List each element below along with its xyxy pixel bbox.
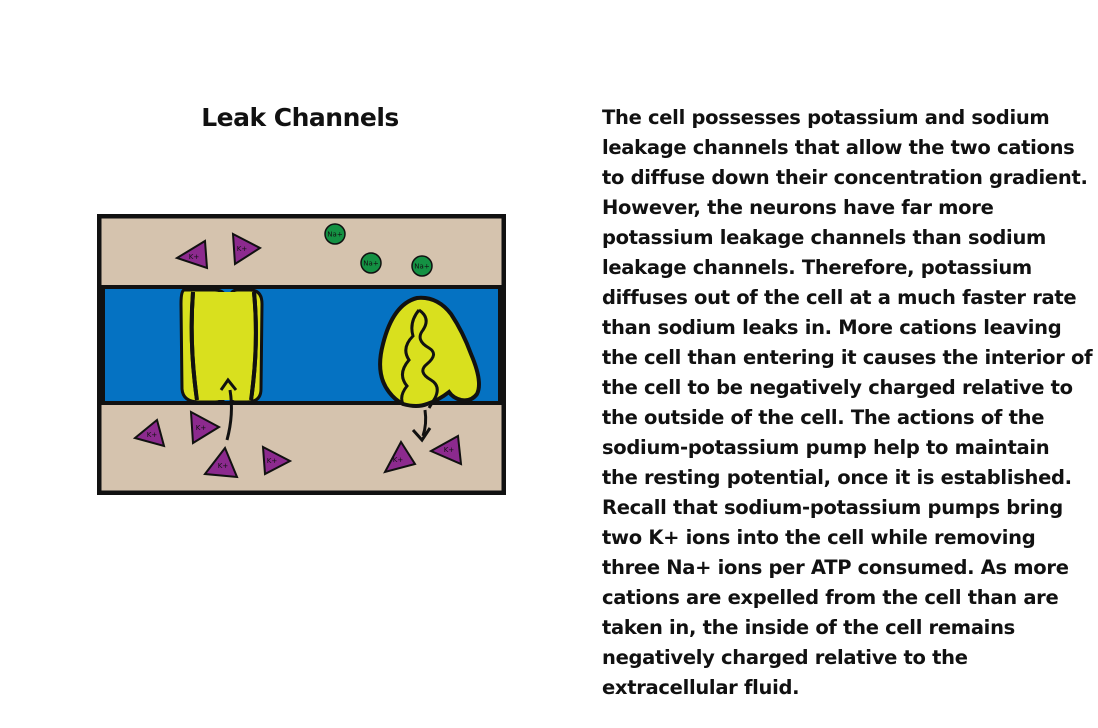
potassium-ion: K+: [132, 418, 166, 448]
description-text: The cell possesses potassium and sodium …: [602, 103, 1093, 703]
description-line: However, the neurons have far more: [602, 196, 994, 219]
svg-text:K+: K+: [444, 446, 455, 454]
description-line: the outside of the cell. The actions of …: [602, 406, 1045, 429]
description-line: sodium-potassium pump help to maintain: [602, 436, 1050, 459]
svg-text:Na+: Na+: [414, 263, 430, 271]
description-line: Recall that sodium-potassium pumps bring: [602, 496, 1063, 519]
sodium-ion: Na+: [360, 252, 382, 274]
potassium-ion: K+: [189, 410, 222, 445]
description-line: the cell to be negatively charged relati…: [602, 376, 1073, 399]
description-line: cations are expelled from the cell than …: [602, 586, 1059, 609]
svg-text:K+: K+: [393, 456, 404, 464]
description-line: leakage channels. Therefore, potassium: [602, 256, 1032, 279]
description-line: than sodium leaks in. More cations leavi…: [602, 316, 1062, 339]
description-line: negatively charged relative to the: [602, 646, 968, 669]
description-line: The cell possesses potassium and sodium: [602, 106, 1050, 129]
potassium-ion: K+: [203, 446, 239, 479]
svg-text:K+: K+: [147, 431, 158, 439]
potassium-ion: K+: [261, 445, 293, 476]
potassium-ion: K+: [428, 434, 463, 466]
svg-text:K+: K+: [267, 457, 278, 465]
svg-text:K+: K+: [196, 424, 207, 432]
svg-text:Na+: Na+: [363, 260, 379, 268]
description-line: potassium leakage channels than sodium: [602, 226, 1047, 249]
sodium-leak-channel: [378, 295, 481, 443]
svg-text:K+: K+: [218, 462, 229, 470]
description-line: to diffuse down their concentration grad…: [602, 166, 1088, 189]
description-line: two K+ ions into the cell while removing: [602, 526, 1036, 549]
description-line: the cell than entering it causes the int…: [602, 346, 1093, 369]
description-line: the resting potential, once it is establ…: [602, 466, 1072, 489]
description-line: diffuses out of the cell at a much faste…: [602, 286, 1077, 309]
sodium-ion: Na+: [324, 223, 346, 245]
leak-channel-diagram: Na+ Na+ Na+ K+ K+ K+ K+ K+ K+ K+ K+: [97, 214, 506, 495]
description-line: taken in, the inside of the cell remains: [602, 616, 1015, 639]
description-line: leakage channels that allow the two cati…: [602, 136, 1075, 159]
potassium-ion: K+: [383, 440, 417, 474]
potassium-ion: K+: [174, 239, 209, 270]
svg-text:K+: K+: [189, 253, 200, 261]
potassium-ion: K+: [231, 232, 262, 266]
description-line: extracellular fluid.: [602, 676, 800, 699]
description-line: three Na+ ions per ATP consumed. As more: [602, 556, 1069, 579]
diagram-title: Leak Channels: [201, 103, 399, 132]
sodium-ion: Na+: [411, 255, 433, 277]
potassium-leak-channel: [179, 288, 264, 441]
svg-text:Na+: Na+: [327, 231, 343, 239]
svg-text:K+: K+: [237, 245, 248, 253]
